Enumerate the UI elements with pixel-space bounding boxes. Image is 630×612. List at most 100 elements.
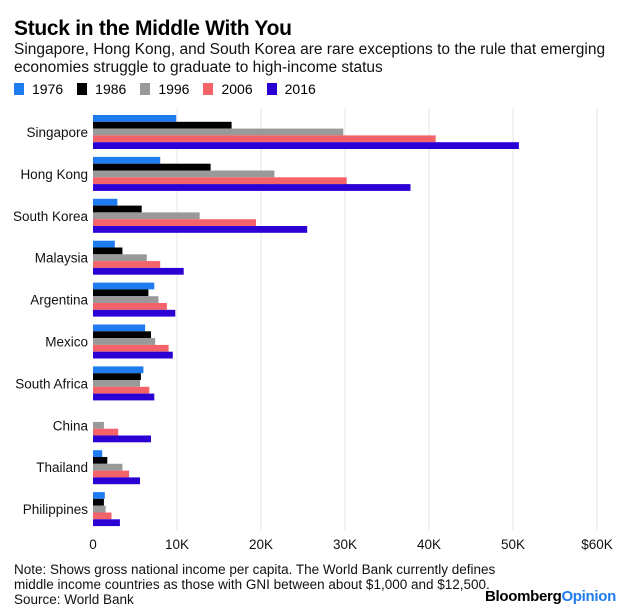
bar-1976 [93,492,105,499]
chart-title: Stuck in the Middle With You [14,17,292,40]
footer-note: Note: Shows gross national income per ca… [14,562,534,607]
bar-1976 [93,240,115,248]
x-tick-label: 30K [333,537,357,552]
bar-2006 [93,177,347,185]
bar-1996 [93,463,123,471]
legend-swatch [266,83,277,95]
x-tick-label: 10K [165,537,189,552]
bar-1996 [93,254,147,262]
legend-swatch [203,83,214,95]
legend-item-2016: 2016 [266,81,316,97]
bar-2006 [93,512,112,520]
bar-group-hong-kong [93,156,411,191]
bar-2006 [93,303,167,310]
bar-group-south-korea [93,198,308,233]
bar-1996 [93,338,156,345]
bar-2016 [93,435,151,443]
legend-label: 1986 [95,81,127,97]
category-label: Singapore [26,125,88,140]
bar-1986 [93,289,149,297]
bar-group-argentina [93,282,176,317]
bar-2016 [93,477,140,485]
chart-subtitle: Singapore, Hong Kong, and South Korea ar… [14,41,606,76]
bar-2006 [93,344,169,352]
legend-label: 2016 [284,81,316,97]
note-line-1: Note: Shows gross national income per ca… [14,562,496,577]
bar-1996 [93,380,140,387]
bar-1996 [93,505,106,513]
bar-group-mexico [93,324,173,359]
bar-2006 [93,135,436,143]
bar-group-singapore [93,115,519,149]
bar-2006 [93,428,119,436]
brand-logo: BloombergOpinion [485,588,616,605]
bar-2016 [93,142,519,149]
legend: 1976 1986 1996 2006 2016 [14,81,330,97]
bar-1996 [93,296,159,303]
bar-2016 [93,351,173,359]
bar-1976 [93,198,118,206]
bar-1976 [93,282,155,290]
legend-swatch [14,83,24,95]
bar-2016 [93,309,176,317]
bar-1996 [93,421,104,429]
bar-1996 [93,170,275,178]
legend-item-2006: 2006 [203,81,253,97]
bar-2016 [93,184,411,191]
x-tick-label: 0 [89,537,97,552]
category-label: Mexico [45,335,88,350]
category-label: South Korea [13,209,89,224]
legend-item-1996: 1996 [140,81,189,97]
bar-1976 [93,450,103,457]
bar-1986 [93,163,211,171]
source-line: Source: World Bank [14,592,134,607]
category-label: China [53,418,89,433]
x-tick-label: $60K [581,537,613,552]
legend-label: 2006 [221,81,253,97]
legend-label: 1976 [32,81,64,97]
legend-swatch [140,83,151,95]
category-label: Philippines [23,502,89,517]
bar-group-thailand [93,450,140,485]
bar-1976 [93,115,177,122]
brand-opinion: Opinion [561,588,616,605]
bar-1986 [93,121,232,129]
bar-group-philippines [93,492,120,527]
category-label: Thailand [36,460,88,475]
x-tick-label: 20K [249,537,273,552]
bar-chart: 0 10K 20K 30K 40K 50K $60K Singapore Hong Kong So… [13,108,613,552]
bar-group-south-africa [93,366,155,401]
x-tick-label: 40K [417,537,441,552]
bar-1996 [93,212,200,220]
legend-item-1986: 1986 [77,81,126,97]
bar-1986 [93,331,151,339]
bar-1986 [93,247,123,255]
bar-2016 [93,226,308,233]
bar-1976 [93,156,161,164]
bar-2006 [93,386,150,394]
bar-2006 [93,470,130,478]
legend-swatch [77,83,88,95]
bar-1986 [93,498,104,506]
brand-bloomberg: Bloomberg [484,588,562,605]
category-label: Argentina [30,293,88,308]
bar-1976 [93,324,146,332]
bar-group-malaysia [93,240,184,275]
legend-label: 1996 [158,81,190,97]
bar-1986 [93,373,141,380]
bar-1986 [93,205,142,213]
legend-item-1976: 1976 [14,81,63,97]
bar-2016 [93,267,184,275]
category-label: South Africa [15,376,88,391]
bar-2016 [93,393,155,401]
bar-1986 [93,457,108,464]
bar-2006 [93,219,256,226]
bar-1976 [93,366,144,374]
bar-2006 [93,261,161,268]
note-line-2: middle income countries as those with GN… [14,577,490,592]
category-label: Hong Kong [20,167,88,182]
bar-1996 [93,128,344,136]
bar-2016 [93,519,120,527]
category-label: Malaysia [35,251,89,266]
bar-group-china [93,421,151,443]
